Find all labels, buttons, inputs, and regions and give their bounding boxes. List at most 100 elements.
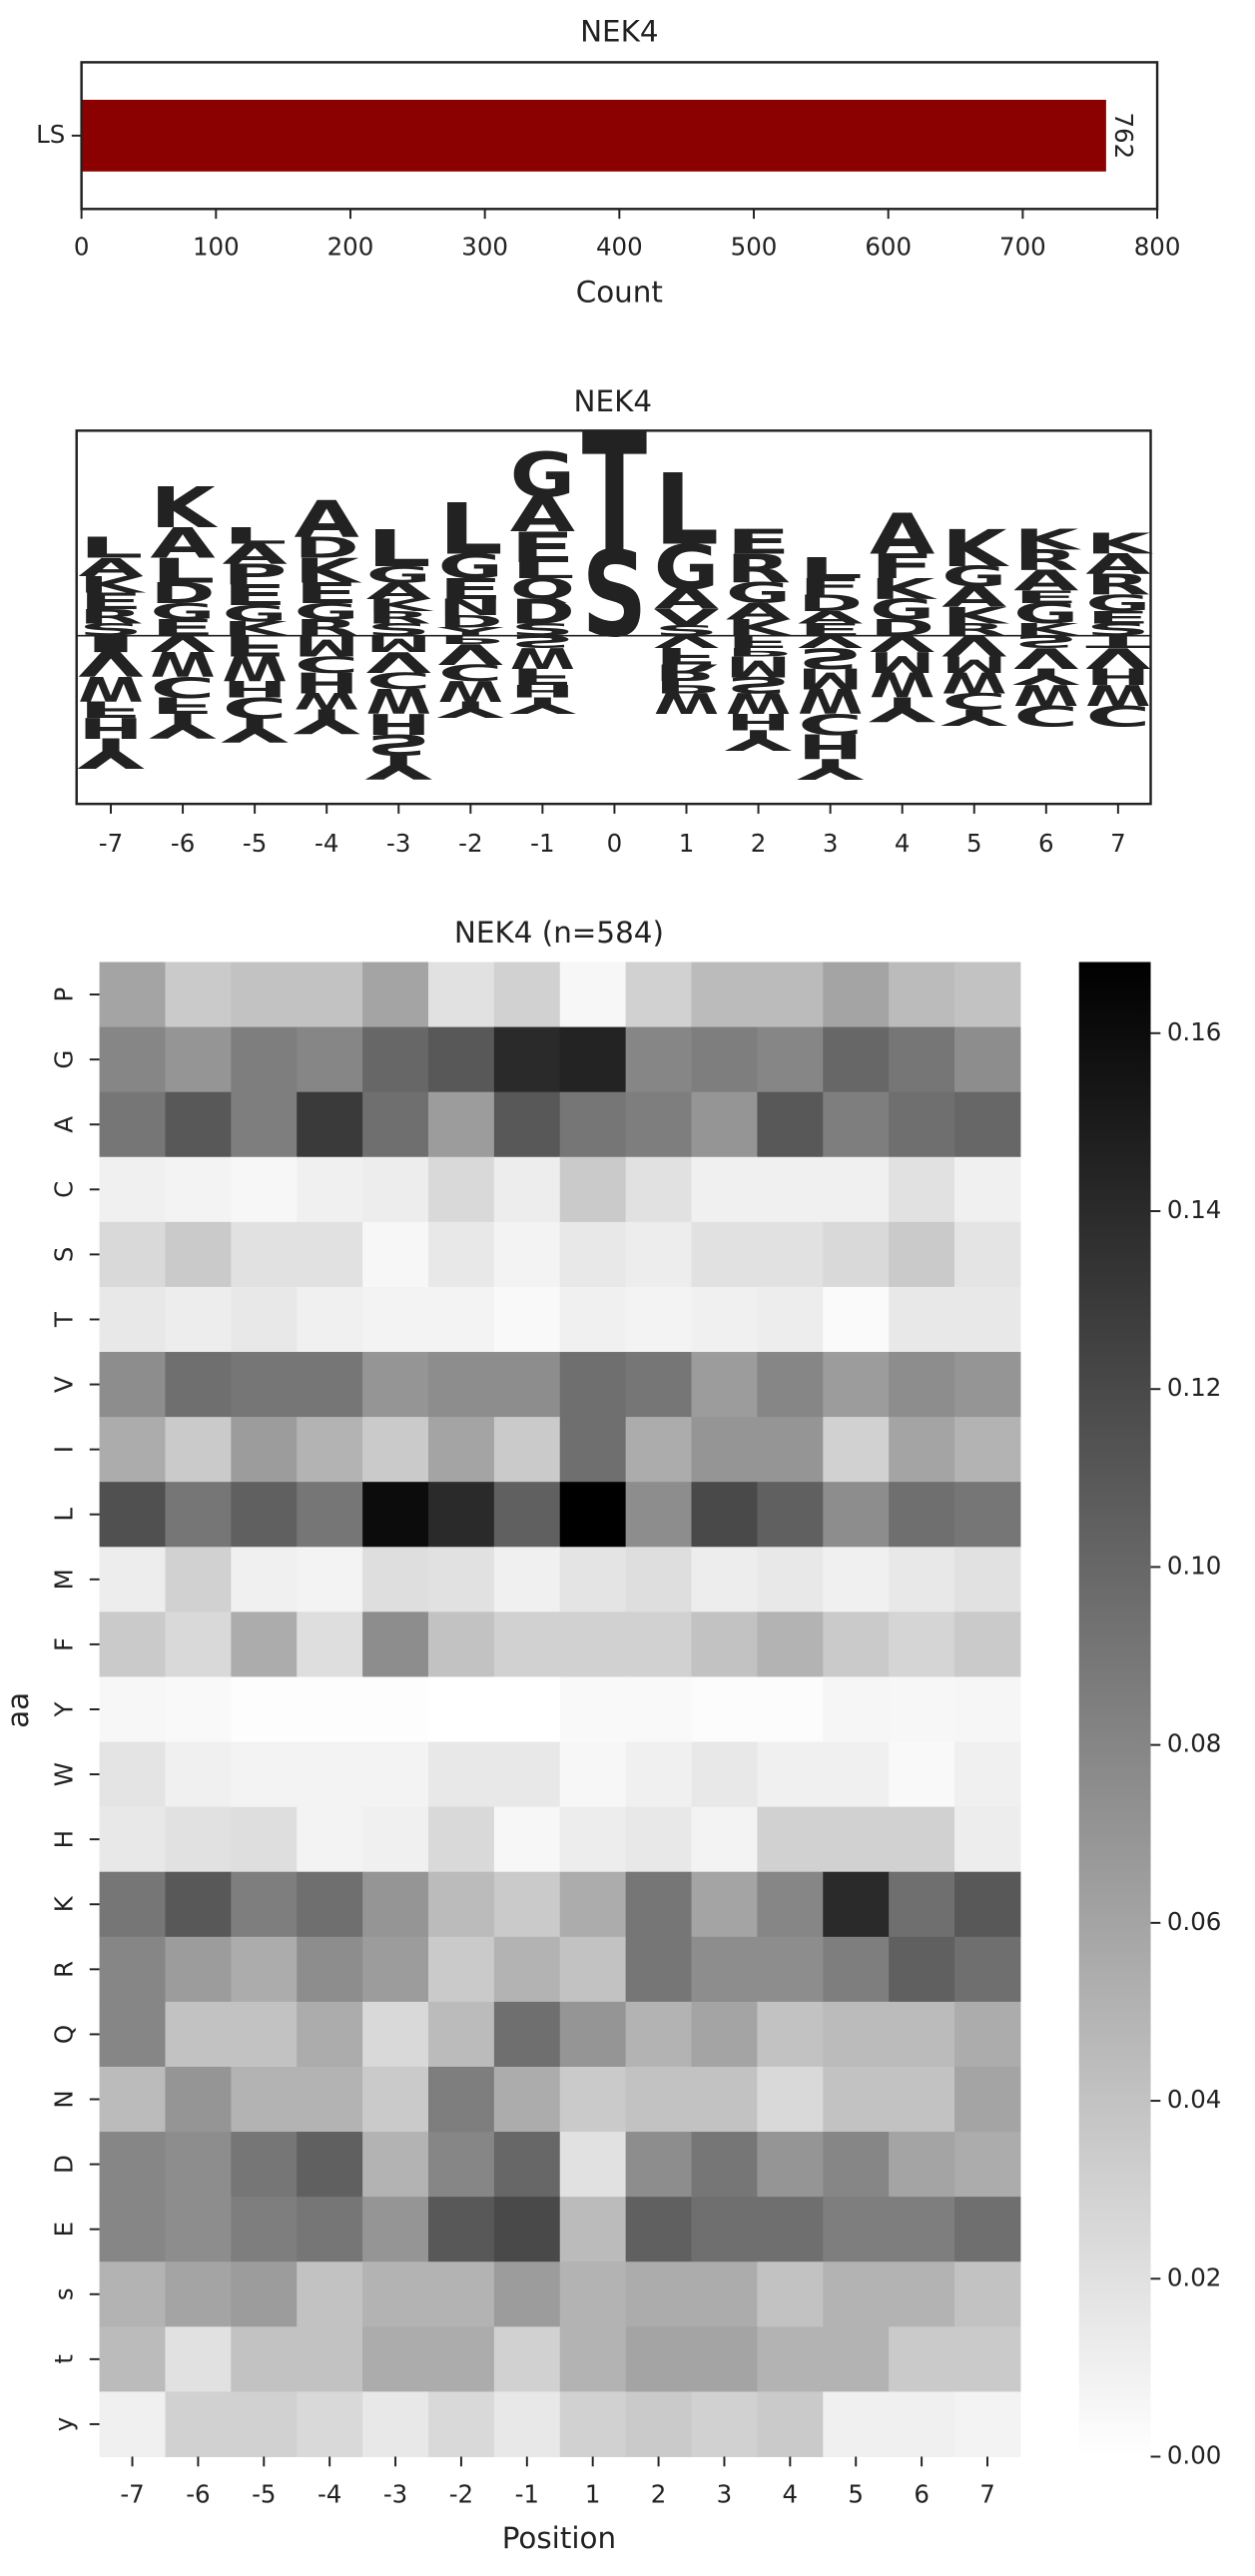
x-tick-label: -1	[515, 2480, 539, 2509]
heatmap-cell	[99, 1741, 166, 1808]
heatmap-cell	[691, 2261, 758, 2327]
heatmap-cell	[691, 1286, 758, 1353]
y-tick-label: M	[49, 1569, 78, 1590]
heatmap-cell	[297, 2197, 363, 2262]
heatmap-cell	[493, 1936, 561, 2003]
logo-letter: D	[150, 577, 215, 610]
heatmap-cell	[889, 1417, 955, 1483]
heatmap-cell	[427, 1091, 495, 1158]
logo-letter: G	[438, 547, 503, 586]
heatmap-cell	[297, 1611, 363, 1677]
logo-letter: N	[438, 595, 503, 621]
heatmap-cell	[625, 1741, 693, 1808]
heatmap-cell	[493, 1611, 561, 1677]
y-tick-label: G	[49, 1050, 78, 1069]
logo-letter: S	[1085, 620, 1150, 640]
logo-letter: A	[222, 538, 287, 571]
heatmap-cell	[297, 1156, 363, 1223]
colorbar-tick-label: 0.04	[1167, 2085, 1221, 2114]
y-tick-label: t	[49, 2354, 78, 2364]
heatmap-cell	[757, 2261, 824, 2327]
logo-letter: W	[798, 681, 863, 720]
heatmap-cell	[889, 1156, 955, 1223]
heatmap-cell	[231, 1806, 298, 1873]
heatmap-cell	[165, 1091, 232, 1158]
logo-letter: G	[295, 599, 359, 625]
heatmap-cell	[297, 2132, 363, 2198]
heatmap-cell	[889, 1806, 955, 1873]
heatmap-cell	[231, 2132, 298, 2198]
logo-letter: T	[582, 400, 647, 589]
heatmap-cell	[559, 2391, 627, 2457]
heatmap-cell	[493, 1091, 561, 1158]
x-tick-label: 1	[585, 2480, 601, 2509]
heatmap-cell	[231, 1026, 298, 1093]
heatmap-cell	[165, 1806, 232, 1873]
heatmap-cell	[362, 2391, 429, 2457]
x-tick-label: 200	[327, 232, 374, 261]
logo-letter: G	[222, 601, 287, 627]
logo-letter: W	[510, 641, 575, 674]
x-tick-label: 4	[895, 829, 911, 858]
chart-title: NEK4	[574, 384, 653, 418]
heatmap-cell	[231, 1482, 298, 1548]
heatmap-cell	[625, 1026, 693, 1093]
heatmap-cell	[427, 1611, 495, 1677]
heatmap-cell	[889, 1741, 955, 1808]
heatmap-cell	[823, 2261, 890, 2327]
heatmap-cell	[823, 1352, 890, 1418]
logo-letter: W	[726, 686, 791, 719]
heatmap-cell	[493, 1871, 561, 1938]
heatmap-cell	[889, 1936, 955, 2003]
heatmap-cell	[297, 1676, 363, 1743]
logo-letter: C	[295, 651, 359, 677]
logo-letter: W	[78, 669, 143, 708]
logo-letter: E	[438, 573, 503, 606]
x-tick-label: 500	[731, 232, 778, 261]
heatmap-cell	[757, 2197, 824, 2262]
heatmap-cell	[165, 962, 232, 1028]
heatmap-cell	[362, 1026, 429, 1093]
heatmap-cell	[493, 1806, 561, 1873]
heatmap-cell	[559, 2197, 627, 2262]
heatmap-cell	[559, 2066, 627, 2133]
logo-letter: P	[726, 645, 791, 658]
heatmap-cell	[297, 1936, 363, 2003]
heatmap-cell	[427, 1741, 495, 1808]
logo-letter: C	[798, 707, 863, 740]
heatmap-cell	[559, 1417, 627, 1483]
heatmap-cell	[757, 1741, 824, 1808]
heatmap-cell	[954, 1871, 1021, 1938]
value-label: 762	[1109, 112, 1138, 159]
heatmap-cell	[559, 1091, 627, 1158]
heatmap-cell	[691, 1806, 758, 1873]
heatmap-cell	[559, 1156, 627, 1223]
y-tick-label: C	[49, 1181, 78, 1198]
logo-letter: A	[150, 519, 215, 568]
heatmap-cell	[954, 1156, 1021, 1223]
heatmap-cell	[889, 1482, 955, 1548]
logo-letter: A	[654, 583, 719, 616]
logo-letter: F	[222, 629, 287, 662]
logo-letter: D	[870, 615, 935, 641]
logo-letter: V	[366, 645, 431, 678]
heatmap-cell	[559, 1611, 627, 1677]
logo-letter: Y	[436, 696, 504, 722]
heatmap-cell	[297, 2326, 363, 2392]
heatmap-cell	[889, 1611, 955, 1677]
heatmap-cell	[362, 1286, 429, 1353]
x-tick-label: 2	[651, 2480, 667, 2509]
y-tick-label: R	[49, 1961, 78, 1978]
logo-letter: W	[1085, 678, 1150, 711]
heatmap-cell	[427, 1676, 495, 1743]
heatmap-cell	[165, 1286, 232, 1353]
heatmap-cell	[691, 2132, 758, 2198]
logo-letter: E	[798, 620, 863, 640]
logo-letter: L	[222, 523, 287, 549]
x-tick-label: -7	[120, 2480, 144, 2509]
y-tick-label: A	[49, 1116, 78, 1133]
logo-letter: E	[78, 588, 143, 614]
logo-letter: R	[78, 605, 143, 628]
heatmap-cell	[954, 1091, 1021, 1158]
logo-letter: S	[582, 527, 647, 665]
